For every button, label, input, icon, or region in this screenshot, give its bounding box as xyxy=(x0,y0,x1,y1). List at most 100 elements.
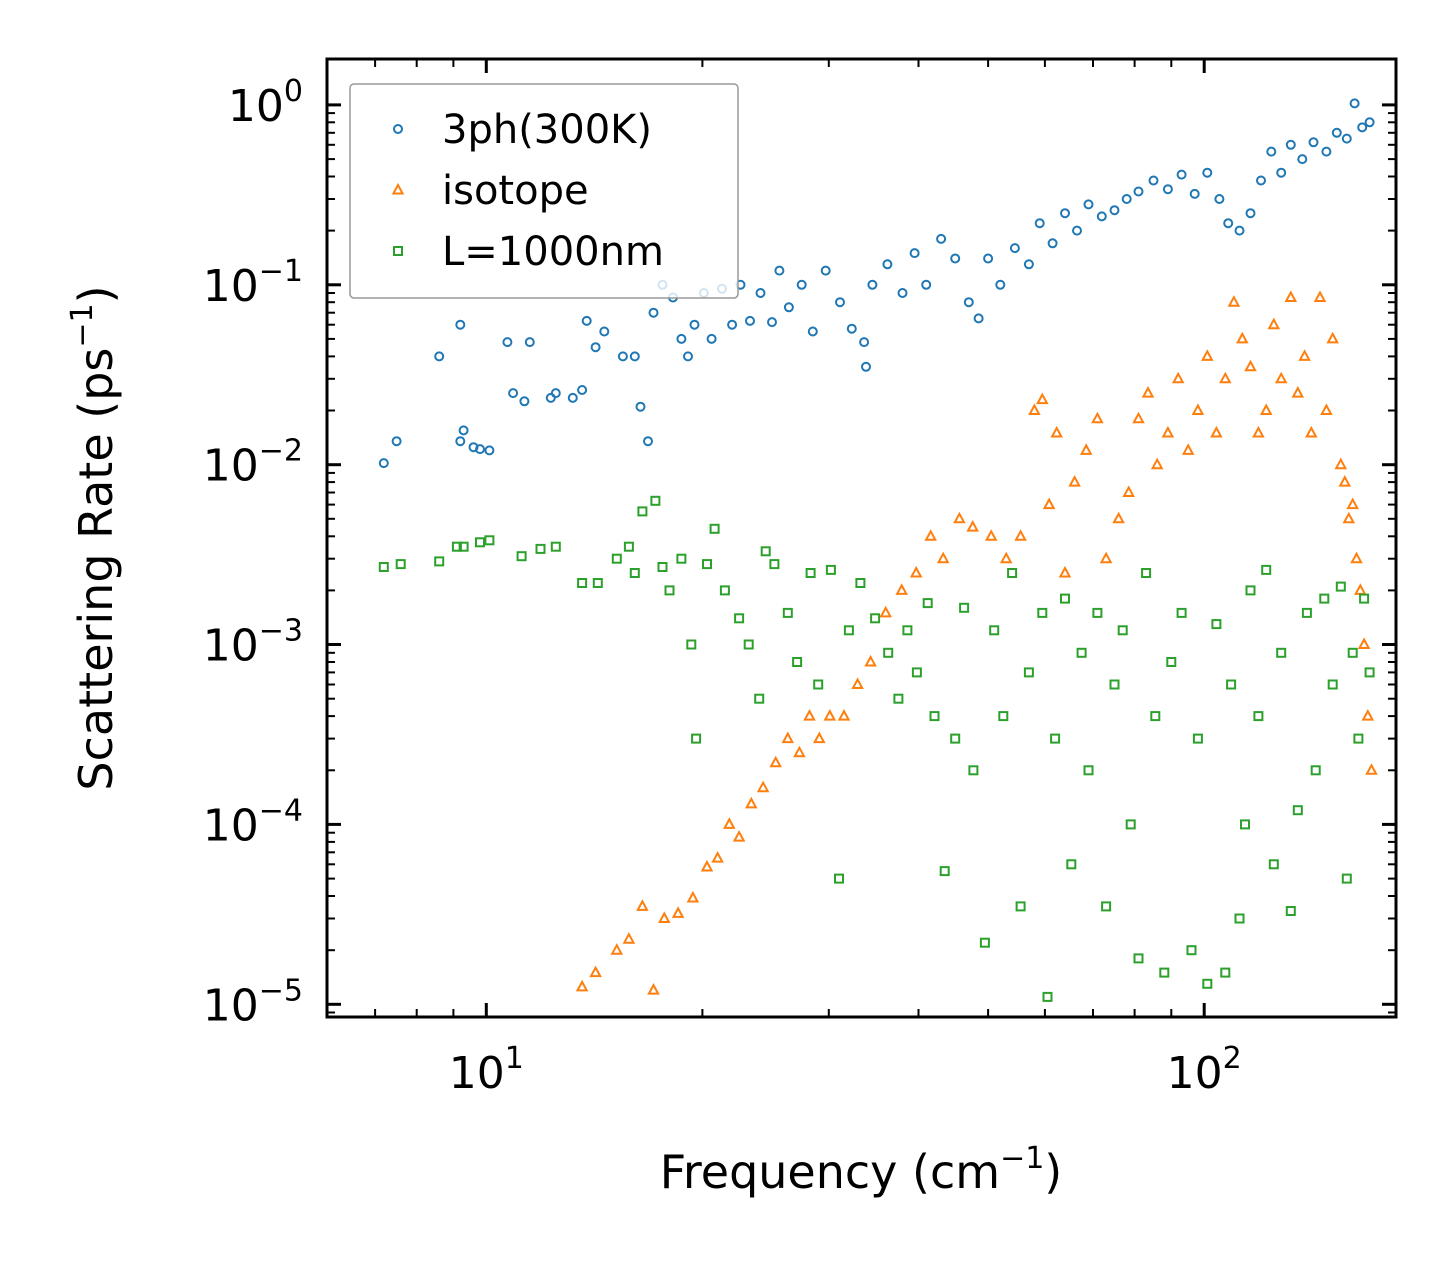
point-isotope-9 xyxy=(700,859,714,872)
point-3ph-1 xyxy=(391,436,402,447)
point-isotope-15 xyxy=(769,755,782,768)
point-isotope-72 xyxy=(1354,583,1367,595)
point-boundary-11 xyxy=(592,578,603,588)
x-tick-label-0: 101 xyxy=(449,1041,524,1099)
point-3ph-18 xyxy=(590,342,601,353)
y-tick-label-4: 10−4 xyxy=(203,793,303,851)
point-3ph-61 xyxy=(1047,238,1058,249)
y-tick-label-2: 10−2 xyxy=(203,434,303,492)
point-isotope-65 xyxy=(1305,425,1318,438)
point-3ph-44 xyxy=(846,323,857,334)
point-boundary-50 xyxy=(989,625,1000,636)
point-3ph-23 xyxy=(643,436,653,447)
point-boundary-16 xyxy=(650,495,661,506)
point-isotope-7 xyxy=(671,906,685,918)
point-3ph-86 xyxy=(1341,133,1352,144)
point-boundary-93 xyxy=(1341,873,1352,884)
point-boundary-97 xyxy=(1364,667,1375,678)
point-boundary-47 xyxy=(959,602,970,613)
point-boundary-66 xyxy=(1125,819,1136,830)
point-boundary-53 xyxy=(1015,901,1026,912)
legend-marker-isotope xyxy=(391,182,405,195)
point-boundary-89 xyxy=(1310,765,1321,776)
point-isotope-66 xyxy=(1313,290,1327,302)
point-boundary-40 xyxy=(893,693,904,704)
point-boundary-5 xyxy=(475,537,485,548)
point-3ph-89 xyxy=(1364,117,1375,128)
point-boundary-64 xyxy=(1109,679,1120,690)
point-boundary-91 xyxy=(1327,679,1338,690)
point-isotope-53 xyxy=(1210,425,1223,438)
point-3ph-75 xyxy=(1223,218,1234,229)
x-axis-label: Frequency (cm−1) xyxy=(660,1141,1063,1199)
point-3ph-81 xyxy=(1285,139,1296,150)
point-isotope-68 xyxy=(1326,331,1339,344)
point-3ph-60 xyxy=(1034,218,1045,229)
point-boundary-13 xyxy=(623,541,634,552)
point-isotope-10 xyxy=(711,850,724,863)
point-boundary-52 xyxy=(1007,568,1018,578)
point-isotope-25 xyxy=(895,583,908,595)
point-isotope-13 xyxy=(745,796,758,809)
point-boundary-51 xyxy=(998,711,1009,722)
point-boundary-28 xyxy=(760,546,771,557)
point-3ph-79 xyxy=(1266,146,1277,157)
point-boundary-37 xyxy=(855,578,866,588)
point-isotope-20 xyxy=(823,708,837,721)
point-3ph-27 xyxy=(676,333,687,344)
point-3ph-52 xyxy=(936,233,947,244)
point-isotope-69 xyxy=(1334,457,1348,470)
y-tick-label-0: 100 xyxy=(228,74,303,132)
point-isotope-60 xyxy=(1267,317,1281,330)
point-boundary-78 xyxy=(1226,679,1237,690)
point-3ph-71 xyxy=(1176,169,1187,180)
point-isotope-34 xyxy=(1028,403,1041,415)
point-boundary-17 xyxy=(657,562,668,572)
point-isotope-39 xyxy=(1068,474,1081,487)
point-boundary-35 xyxy=(834,873,844,884)
point-isotope-22 xyxy=(851,677,864,689)
point-isotope-18 xyxy=(803,708,816,721)
plot-frame xyxy=(325,57,1398,1019)
point-isotope-59 xyxy=(1259,403,1273,415)
point-boundary-73 xyxy=(1186,945,1197,956)
point-isotope-33 xyxy=(1014,529,1027,541)
point-isotope-27 xyxy=(924,529,937,541)
point-boundary-24 xyxy=(719,585,730,596)
point-boundary-58 xyxy=(1060,593,1070,604)
point-boundary-0 xyxy=(378,562,389,572)
point-3ph-78 xyxy=(1256,175,1266,186)
point-boundary-65 xyxy=(1117,625,1128,636)
point-3ph-76 xyxy=(1234,225,1245,236)
point-3ph-58 xyxy=(1009,243,1020,254)
y-tick-labels: 100 10−1 10−2 10−3 10−4 10−5 xyxy=(203,74,303,1031)
point-isotope-76 xyxy=(1346,497,1359,510)
point-boundary-3 xyxy=(451,541,462,552)
point-boundary-71 xyxy=(1166,657,1177,667)
x-tick-labels: 101 102 xyxy=(449,1041,1242,1099)
point-boundary-34 xyxy=(825,564,836,575)
point-3ph-29 xyxy=(689,319,700,330)
point-3ph-0 xyxy=(378,458,389,469)
point-3ph-28 xyxy=(683,351,693,362)
point-boundary-19 xyxy=(676,553,687,564)
point-3ph-8 xyxy=(484,445,495,456)
point-boundary-67 xyxy=(1133,953,1144,964)
point-boundary-69 xyxy=(1150,711,1161,722)
point-isotope-6 xyxy=(658,911,671,923)
point-3ph-33 xyxy=(727,319,738,330)
point-boundary-92 xyxy=(1335,581,1346,592)
point-3ph-68 xyxy=(1133,186,1144,197)
point-boundary-39 xyxy=(883,647,894,658)
point-boundary-42 xyxy=(911,667,922,678)
point-isotope-58 xyxy=(1252,425,1265,438)
point-isotope-55 xyxy=(1227,295,1241,307)
legend-label-boundary: L=1000nm xyxy=(442,229,664,275)
point-boundary-86 xyxy=(1285,906,1296,916)
point-3ph-72 xyxy=(1189,188,1200,199)
point-isotope-46 xyxy=(1141,385,1155,398)
point-boundary-74 xyxy=(1192,733,1203,744)
point-3ph-83 xyxy=(1308,137,1319,148)
point-3ph-66 xyxy=(1109,205,1120,216)
point-isotope-16 xyxy=(781,731,795,744)
